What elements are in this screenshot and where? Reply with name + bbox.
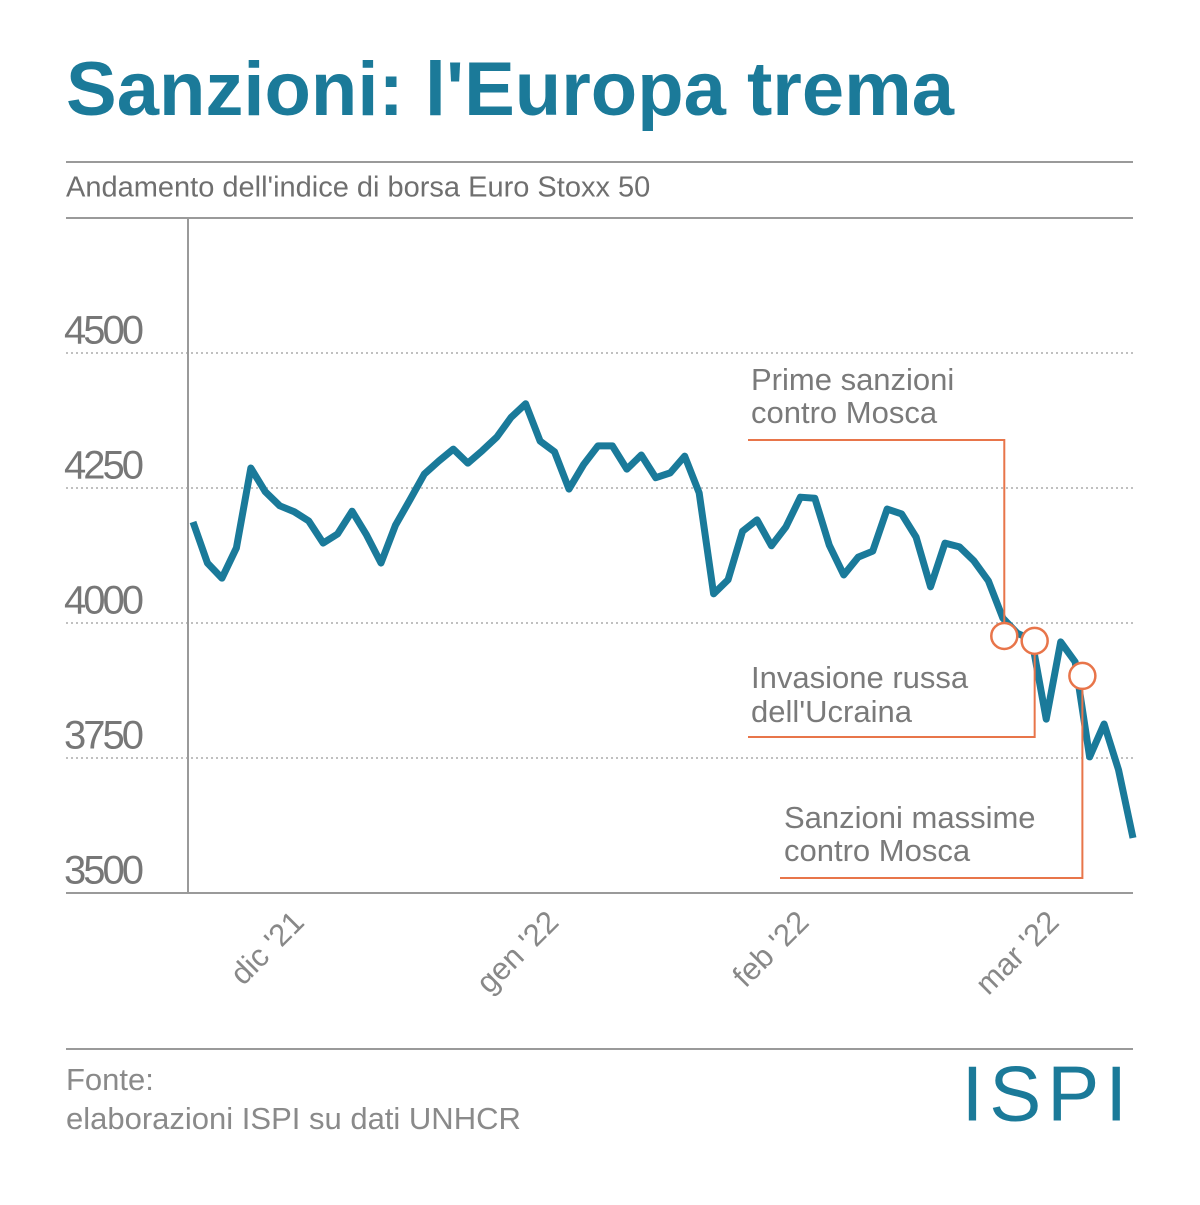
x-tick-label: dic '21 <box>223 904 310 991</box>
annotation-text: dell'Ucraina <box>751 694 913 729</box>
chart-title: Sanzioni: l'Europa trema <box>66 47 955 132</box>
annotation-text: contro Mosca <box>751 395 938 430</box>
x-tick-label: gen '22 <box>469 904 565 1000</box>
x-tick: dic '21 <box>223 904 310 991</box>
line-series <box>189 400 1137 839</box>
y-tick-label: 4250 <box>64 444 143 488</box>
logo: ISPI <box>962 1050 1133 1138</box>
x-tick: mar '22 <box>968 904 1065 1001</box>
annotation-marker <box>1020 626 1049 656</box>
x-tick-label: mar '22 <box>968 904 1065 1001</box>
annotation-text: contro Mosca <box>784 833 971 868</box>
x-tick: feb '22 <box>726 904 816 994</box>
annotation-connector <box>748 654 1036 738</box>
annotation-text: Sanzioni massime <box>784 800 1036 835</box>
chart-subtitle: Andamento dell'indice di borsa Euro Stox… <box>66 172 650 204</box>
y-tick-label: 3500 <box>64 849 143 893</box>
annotation-text: Invasione russa <box>751 660 969 695</box>
annotation-connector <box>748 439 1006 622</box>
x-tick: gen '22 <box>469 904 565 1000</box>
y-tick-label: 4500 <box>64 309 143 353</box>
y-tick-label: 3750 <box>64 714 143 758</box>
annotation-text: Prime sanzioni <box>751 362 954 397</box>
annotation-marker <box>1068 661 1097 691</box>
source-text: Fonte: <box>66 1062 154 1097</box>
annotation-marker <box>990 621 1019 651</box>
y-tick-label: 4000 <box>64 579 143 623</box>
x-tick-label: feb '22 <box>726 904 816 994</box>
annotation-connector <box>780 689 1084 879</box>
source-text: elaborazioni ISPI su dati UNHCR <box>66 1101 521 1136</box>
